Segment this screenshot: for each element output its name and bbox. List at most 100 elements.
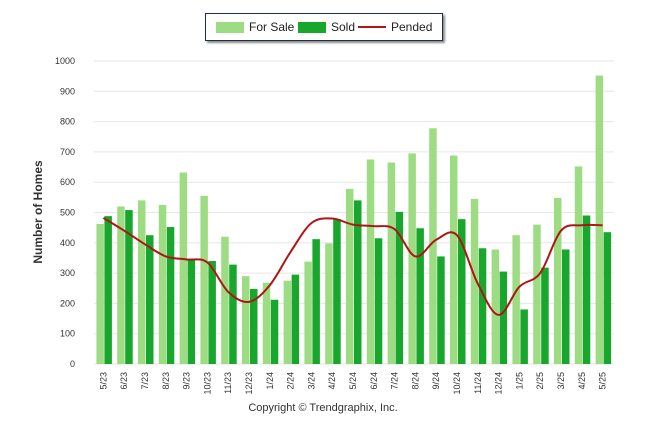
- sold-swatch: [298, 21, 326, 33]
- bar-sold: [166, 227, 175, 364]
- bar-sold: [229, 264, 237, 364]
- bar-for-sale: [470, 198, 479, 364]
- y-tick-label: 300: [60, 268, 75, 278]
- legend-item-pended[interactable]: Pended: [358, 14, 432, 40]
- y-tick-label: 600: [60, 177, 75, 187]
- x-tick-label: 5/23: [98, 372, 108, 390]
- bar-for-sale: [158, 204, 167, 364]
- pended-line: [102, 217, 603, 316]
- bar-sold: [478, 248, 487, 364]
- y-tick-label: 400: [60, 238, 75, 248]
- x-tick-label: 9/24: [431, 372, 441, 390]
- x-tick-label: 11/24: [473, 372, 483, 394]
- bar-sold: [270, 299, 279, 364]
- y-tick-label: 1000: [55, 56, 75, 66]
- bar-for-sale: [179, 172, 188, 364]
- x-tick-label: 1/25: [514, 372, 524, 390]
- x-tick-label: 7/23: [140, 372, 150, 390]
- bar-sold: [603, 232, 612, 364]
- bar-for-sale: [574, 166, 583, 364]
- bar-sold: [291, 274, 300, 364]
- bar-sold: [562, 249, 570, 364]
- bar-sold: [374, 238, 383, 364]
- bar-sold: [541, 267, 549, 364]
- x-tick-label: 12/23: [244, 372, 254, 395]
- legend-label-sold: Sold: [331, 20, 356, 34]
- bar-for-sale: [262, 282, 271, 364]
- bar-sold: [333, 219, 341, 364]
- bar-for-sale: [429, 128, 437, 364]
- bar-for-sale: [96, 224, 104, 364]
- x-tick-label: 2/24: [286, 372, 296, 390]
- x-tick-label: 3/24: [306, 372, 316, 390]
- bar-for-sale: [408, 153, 416, 364]
- pended-line-group: [102, 217, 603, 316]
- x-tick-label: 3/25: [556, 372, 566, 390]
- x-tick-label: 4/24: [327, 372, 337, 390]
- bar-sold: [499, 271, 508, 364]
- y-tick-label: 900: [60, 86, 75, 96]
- bar-sold: [146, 235, 154, 364]
- bar-for-sale: [595, 75, 604, 364]
- bar-sold: [416, 228, 424, 364]
- bar-sold: [208, 260, 216, 364]
- x-tick-label: 1/24: [265, 372, 275, 390]
- y-tick-label: 100: [60, 329, 75, 339]
- x-tick-labels: 5/23 6/23 7/23 8/23 9/23 10/23 11/23 12/23 1/24 2…: [98, 372, 607, 395]
- x-tick-label: 6/24: [369, 372, 379, 390]
- x-tick-label: 8/24: [410, 372, 420, 390]
- x-tick-label: 10/23: [202, 372, 212, 395]
- legend-label-pended: Pended: [391, 20, 433, 34]
- x-tick-label: 2/25: [535, 372, 545, 390]
- for-sale-swatch: [216, 21, 244, 33]
- x-tick-label: 9/23: [182, 372, 192, 390]
- bars: [96, 75, 612, 364]
- y-tick-label: 0: [70, 359, 75, 369]
- bar-sold: [395, 211, 404, 364]
- bar-for-sale: [283, 280, 292, 364]
- x-tick-label: 5/24: [348, 372, 358, 390]
- legend-item-for-sale[interactable]: For Sale: [216, 14, 294, 40]
- y-tick-labels: 0 100 200 300 400 500 600 700 800 900 1000: [55, 56, 75, 369]
- x-tick-label: 7/24: [390, 372, 400, 390]
- bar-for-sale: [200, 195, 208, 364]
- bar-sold: [187, 258, 196, 364]
- x-tick-label: 4/25: [577, 372, 587, 390]
- bar-sold: [104, 216, 112, 364]
- bar-sold: [354, 200, 362, 364]
- x-tick-label: 8/23: [161, 372, 171, 390]
- x-tick-label: 11/23: [223, 372, 233, 394]
- y-axis-label: Number of Homes: [31, 160, 45, 264]
- x-tick-label: 10/24: [452, 372, 462, 395]
- copyright-text: Copyright © Trendgraphix, Inc.: [248, 402, 398, 414]
- bar-for-sale: [221, 236, 229, 364]
- bar-for-sale: [242, 276, 250, 364]
- bar-for-sale: [512, 235, 520, 364]
- bar-sold: [125, 210, 133, 364]
- y-tick-label: 200: [60, 298, 75, 308]
- bar-sold: [458, 219, 466, 364]
- bar-for-sale: [117, 206, 125, 364]
- bar-for-sale: [450, 155, 458, 364]
- bar-sold: [520, 309, 528, 364]
- bar-for-sale: [387, 162, 396, 364]
- bar-sold: [437, 256, 445, 364]
- bar-for-sale: [366, 159, 375, 364]
- legend-item-sold[interactable]: Sold: [298, 14, 355, 40]
- y-tick-label: 700: [60, 147, 75, 157]
- legend: For Sale Sold Pended: [205, 13, 443, 41]
- pended-swatch: [358, 26, 386, 28]
- bar-for-sale: [138, 200, 146, 364]
- bar-for-sale: [346, 188, 354, 364]
- y-tick-label: 500: [60, 208, 75, 218]
- bar-for-sale: [554, 197, 562, 364]
- x-tick-label: 5/25: [598, 372, 608, 390]
- x-tick-label: 12/24: [494, 372, 504, 395]
- y-tick-label: 800: [60, 117, 75, 127]
- bar-for-sale: [491, 249, 500, 364]
- bar-sold: [582, 215, 591, 364]
- bar-for-sale: [533, 224, 541, 364]
- bar-for-sale: [325, 243, 333, 364]
- bar-for-sale: [304, 261, 312, 364]
